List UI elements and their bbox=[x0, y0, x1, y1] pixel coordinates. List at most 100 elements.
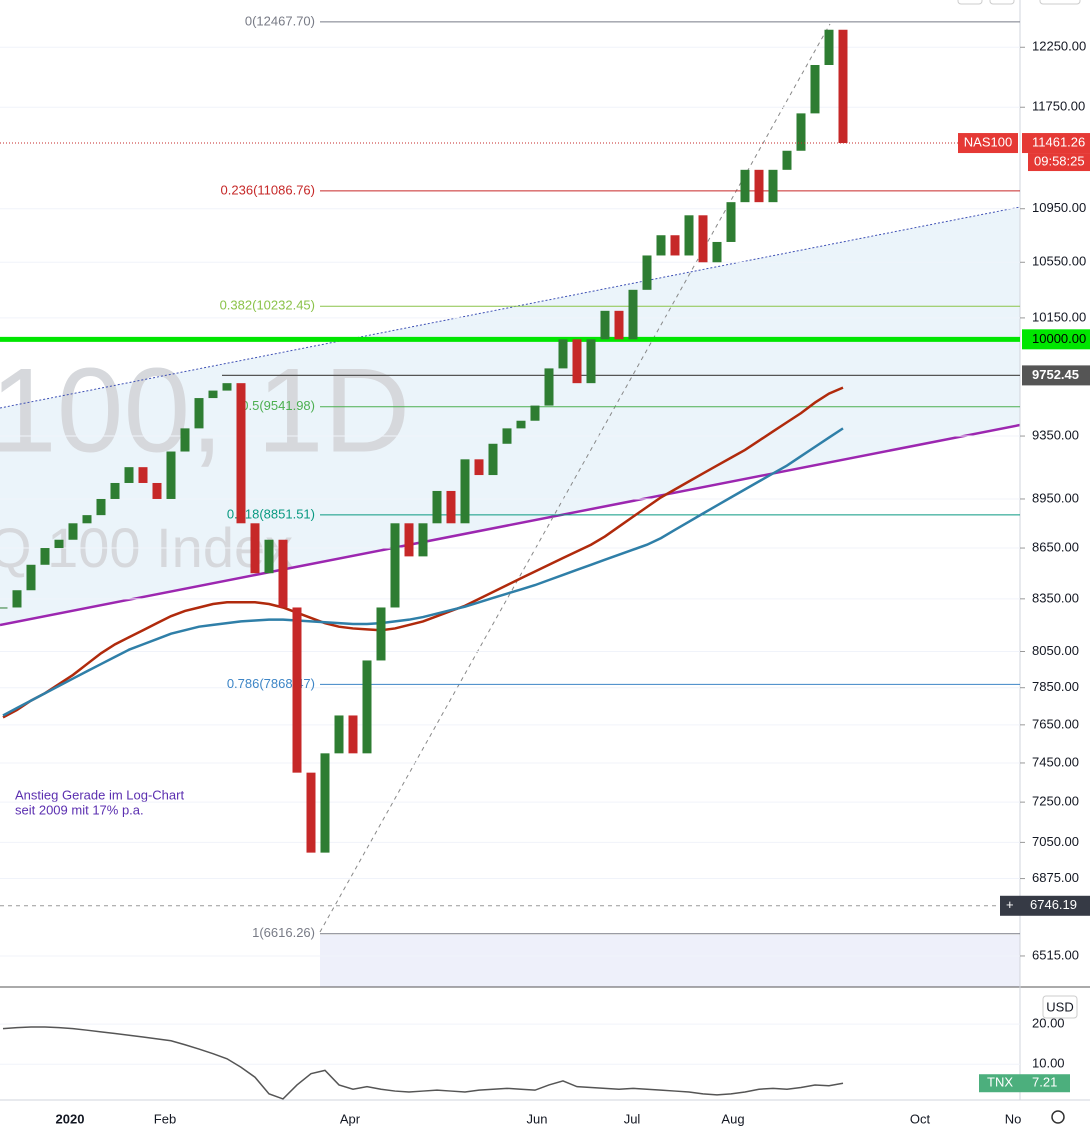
watermark-subtitle: Q 100 Index bbox=[0, 516, 293, 579]
candle bbox=[558, 339, 568, 369]
price-tag bbox=[1022, 365, 1090, 386]
fib-label: 0.382(10232.45) bbox=[220, 298, 315, 313]
candle bbox=[726, 202, 736, 242]
candle bbox=[236, 383, 246, 524]
candle bbox=[432, 490, 442, 524]
fib-label: 0.236(11086.76) bbox=[221, 182, 315, 197]
candle bbox=[670, 235, 680, 256]
channel-lower bbox=[0, 423, 1021, 627]
watermark-title: 100, 1D bbox=[0, 344, 410, 478]
candle bbox=[740, 169, 750, 203]
channel-fill bbox=[0, 207, 1020, 625]
x-tick-label: 2020 bbox=[56, 1111, 85, 1126]
y-tick-label: 9350.00 bbox=[1032, 427, 1079, 442]
annotation: seit 2009 mit 17% p.a. bbox=[15, 802, 144, 817]
candle bbox=[418, 523, 428, 557]
crosshair-plus: + bbox=[1006, 897, 1014, 912]
candle bbox=[306, 772, 316, 853]
toolbar-button[interactable] bbox=[989, 0, 1015, 5]
y-tick-label: 10150.00 bbox=[1032, 309, 1086, 324]
candle bbox=[600, 310, 610, 340]
candle bbox=[642, 255, 652, 290]
candle bbox=[264, 539, 274, 574]
y-tick-label: 7450.00 bbox=[1032, 754, 1079, 769]
candle bbox=[614, 310, 624, 340]
toolbar-button[interactable] bbox=[1039, 0, 1081, 5]
symbol-tag bbox=[958, 133, 1018, 154]
candle bbox=[222, 383, 232, 391]
moving-average bbox=[2, 427, 844, 717]
candle bbox=[292, 607, 302, 773]
annotation: Anstieg Gerade im Log-Chart bbox=[15, 787, 184, 802]
candle bbox=[544, 368, 554, 406]
currency-box[interactable] bbox=[1042, 995, 1078, 1019]
y-tick-label: 7250.00 bbox=[1032, 794, 1079, 809]
candle bbox=[530, 405, 540, 421]
candle bbox=[572, 339, 582, 384]
candle bbox=[180, 428, 190, 452]
candle bbox=[124, 467, 134, 483]
watermark: 100, 1D Q 100 Index bbox=[0, 344, 410, 579]
candle bbox=[810, 64, 820, 114]
candle bbox=[110, 482, 120, 499]
x-tick-label: Feb bbox=[154, 1111, 176, 1126]
y-tick-label: 8350.00 bbox=[1032, 590, 1079, 605]
y-tick-label: 7050.00 bbox=[1032, 834, 1079, 849]
candle bbox=[26, 564, 36, 591]
candle bbox=[768, 169, 778, 203]
symbol-tag bbox=[979, 1074, 1022, 1093]
candle bbox=[824, 29, 834, 65]
candle bbox=[54, 539, 64, 549]
channel-upper bbox=[0, 206, 1021, 409]
x-tick-label: Oct bbox=[910, 1111, 931, 1126]
candle bbox=[362, 660, 372, 754]
candle bbox=[376, 607, 386, 661]
price-tag bbox=[1022, 329, 1090, 350]
y-tick-label: 10950.00 bbox=[1032, 200, 1086, 215]
candle bbox=[712, 241, 722, 263]
price-tag-label: 9752.45 bbox=[1032, 367, 1079, 382]
candle bbox=[460, 459, 470, 524]
candle bbox=[754, 169, 764, 203]
candle bbox=[698, 215, 708, 263]
candle bbox=[334, 715, 344, 754]
candle bbox=[166, 451, 176, 499]
candle bbox=[12, 590, 22, 608]
candle bbox=[320, 753, 330, 853]
y-tick-label: 10550.00 bbox=[1032, 254, 1086, 269]
candle bbox=[82, 515, 92, 524]
fib-label: 0.618(8851.51) bbox=[227, 506, 315, 521]
candle bbox=[250, 523, 260, 574]
y-tick-label: 7850.00 bbox=[1032, 679, 1079, 694]
candle bbox=[656, 235, 666, 256]
y-tick-label: 11750.00 bbox=[1032, 99, 1085, 114]
fib-label: 1(6616.26) bbox=[252, 925, 315, 940]
crosshair-tag bbox=[1000, 895, 1090, 916]
symbol-label: TNX bbox=[987, 1075, 1013, 1090]
toolbar-button[interactable] bbox=[957, 0, 983, 5]
candle bbox=[96, 498, 106, 516]
y-tick-label: 8650.00 bbox=[1032, 539, 1079, 554]
candle bbox=[152, 482, 162, 499]
y-tick-label: 6515.00 bbox=[1032, 947, 1079, 962]
symbol-label: NAS100 bbox=[964, 134, 1012, 149]
settings-icon[interactable] bbox=[1051, 1110, 1065, 1124]
crosshair-label: 6746.19 bbox=[1030, 897, 1077, 912]
y-tick-label: 12250.00 bbox=[1032, 39, 1086, 54]
price-tag-label: 10000.00 bbox=[1032, 331, 1086, 346]
price-tag-label: 11461.26 bbox=[1032, 134, 1085, 149]
candle bbox=[138, 467, 148, 483]
candle bbox=[348, 715, 358, 754]
moving-average bbox=[2, 386, 844, 719]
candle bbox=[0, 607, 8, 609]
x-tick-label: Jul bbox=[624, 1111, 641, 1126]
candle bbox=[488, 443, 498, 476]
candle bbox=[208, 390, 218, 399]
y-tick-label: 20.00 bbox=[1032, 1016, 1065, 1031]
candle bbox=[446, 490, 456, 524]
fib-label: 0.5(9541.98) bbox=[241, 398, 315, 413]
candle bbox=[628, 289, 638, 340]
candle bbox=[796, 113, 806, 151]
price-tag bbox=[1022, 1074, 1070, 1093]
